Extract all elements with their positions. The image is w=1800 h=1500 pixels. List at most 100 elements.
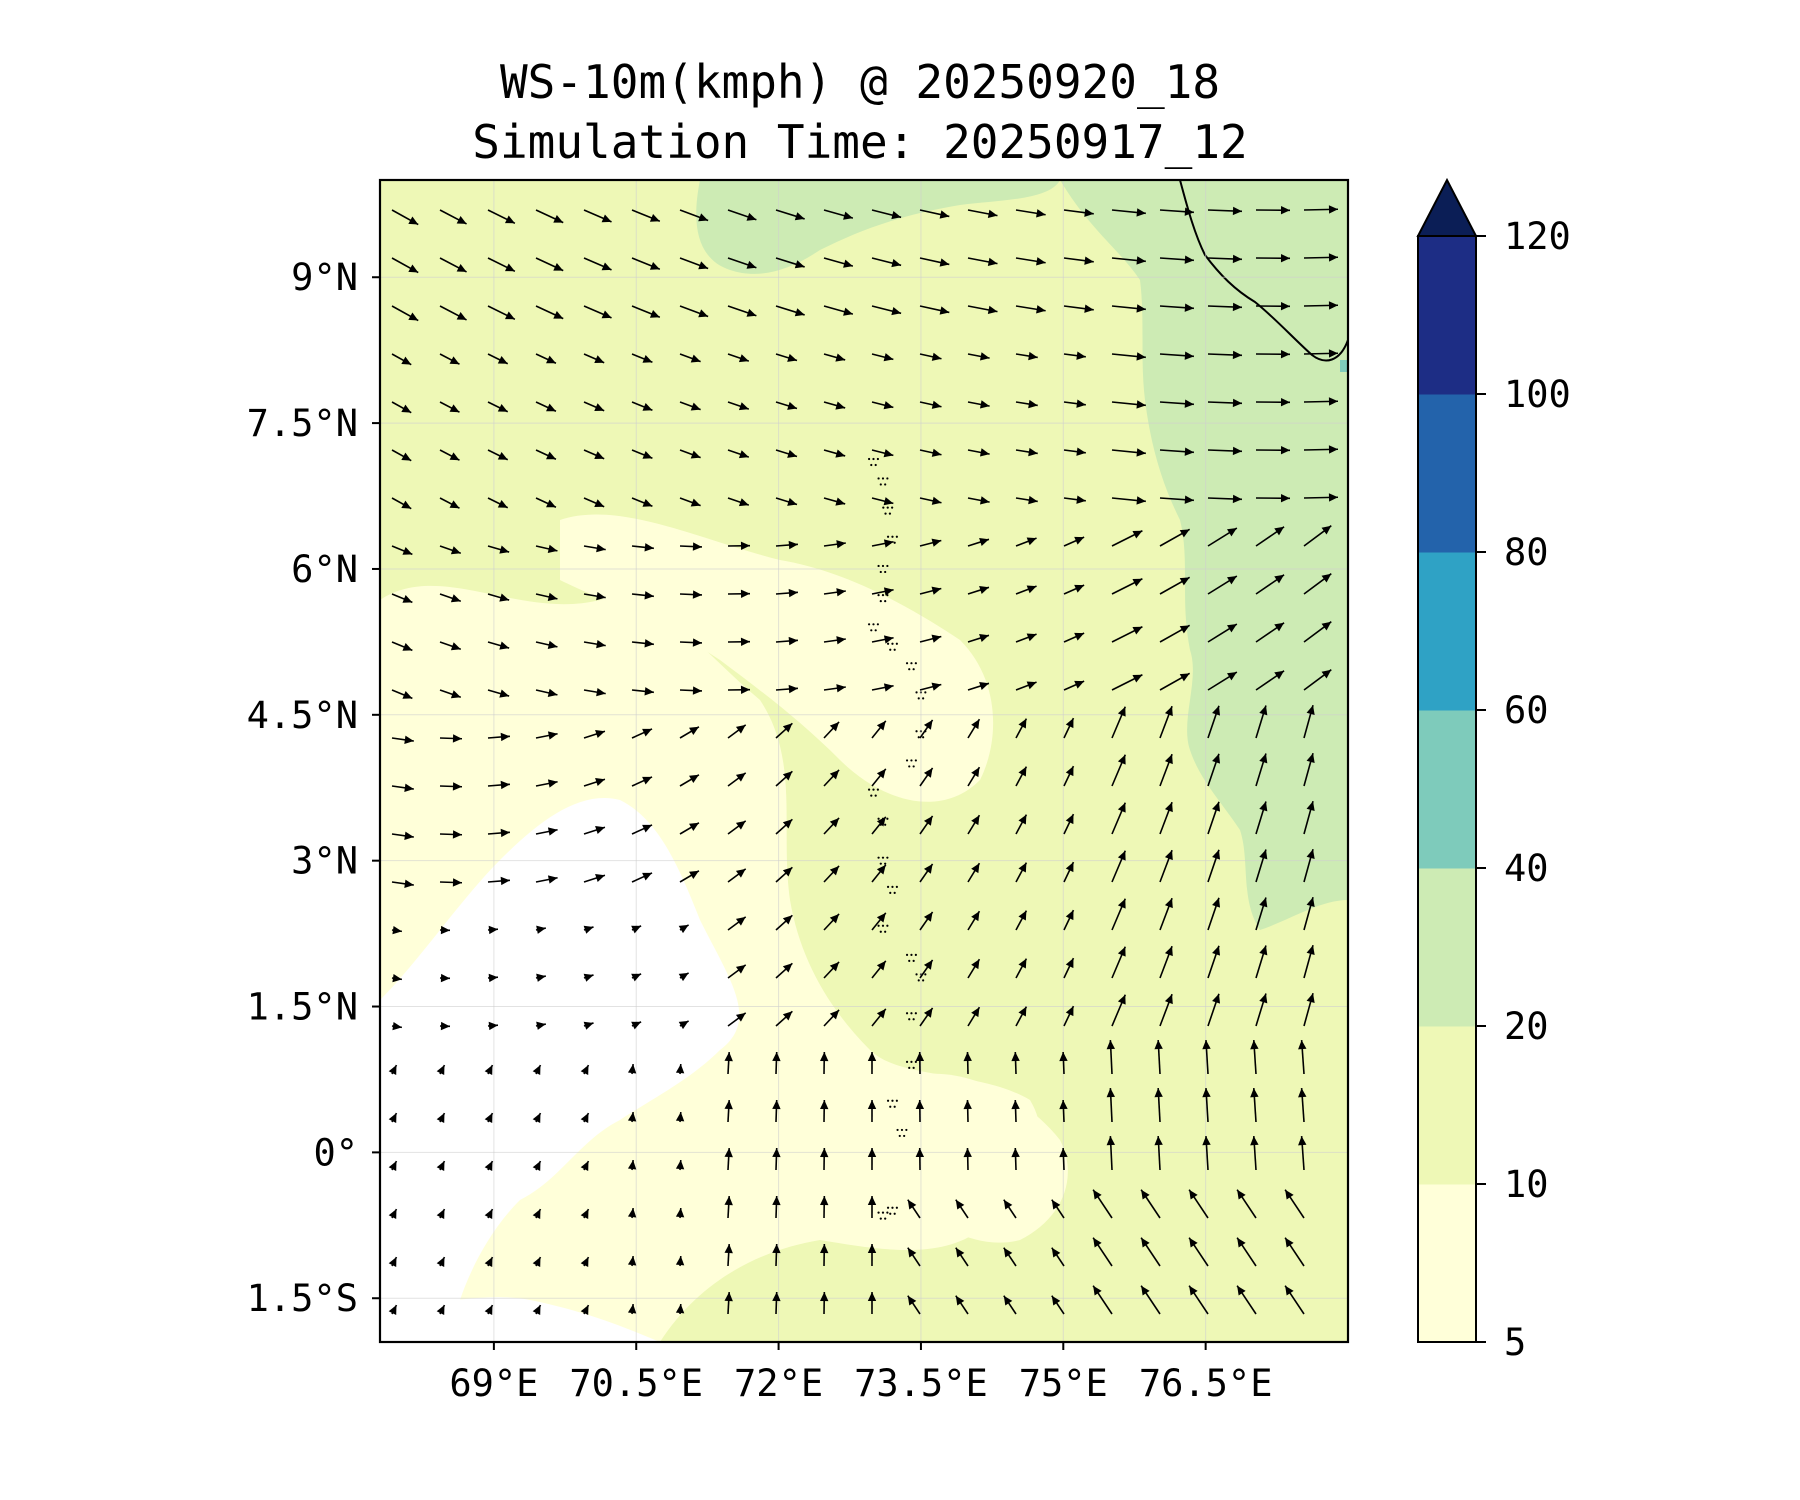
wind-arrow-head — [698, 261, 709, 270]
wind-arrow-head — [546, 499, 556, 508]
wind-arrow-head — [402, 643, 413, 651]
wind-arrow-head — [867, 1292, 877, 1302]
wind-arrow-head — [1076, 495, 1086, 504]
wind-arrow-head — [649, 261, 660, 270]
wind-arrow-head — [1036, 305, 1046, 314]
wind-arrow-head — [532, 1257, 541, 1267]
atoll-dot — [914, 662, 917, 665]
wind-arrow-head — [1018, 766, 1027, 777]
wind-arrow-head — [1136, 400, 1146, 409]
wind-arrow-head — [689, 726, 699, 735]
wind-arrow-head — [794, 212, 805, 221]
wind-arrow-head — [782, 771, 793, 781]
wind-arrow-head — [456, 216, 467, 224]
wind-arrow-head — [782, 915, 793, 925]
atoll-dot — [879, 570, 882, 574]
colorbar-tick-label: 20 — [1504, 1005, 1549, 1048]
wind-arrow-head — [642, 402, 653, 411]
wind-arrow-head — [627, 1256, 637, 1266]
wind-arrow-head — [601, 310, 612, 319]
wind-arrow-head — [1232, 302, 1242, 312]
wind-arrow-head — [883, 587, 894, 596]
wind-arrow-head — [488, 925, 498, 935]
wind-arrow-head — [631, 973, 642, 982]
wind-arrow-head — [547, 640, 558, 649]
wind-arrow-head — [1212, 945, 1221, 956]
wind-arrow-head — [835, 449, 846, 458]
wind-arrow-head — [1154, 1040, 1163, 1050]
wind-arrow-head — [594, 403, 605, 412]
wind-arrow-head — [1074, 632, 1085, 641]
wind-arrow-head — [724, 1292, 733, 1302]
wind-arrow-head — [1232, 350, 1242, 360]
wind-arrow-head — [1321, 525, 1332, 535]
wind-arrow-head — [876, 912, 886, 923]
wind-arrow-head — [1232, 206, 1242, 216]
wind-arrow-head — [1259, 897, 1268, 908]
wind-arrow-head — [1136, 208, 1146, 217]
wind-arrow-head — [1306, 897, 1315, 908]
atoll-dot — [910, 759, 913, 762]
wind-arrow-head — [735, 772, 746, 782]
atoll-dot — [914, 1012, 917, 1015]
wind-arrow-head — [907, 1295, 917, 1306]
colorbar-segment — [1418, 710, 1476, 869]
wind-arrow-head — [1298, 1088, 1307, 1098]
wind-arrow-head — [1074, 584, 1085, 593]
wind-arrow-head — [440, 1021, 450, 1031]
band-below-5 — [380, 798, 740, 1312]
atoll-dot — [912, 668, 915, 671]
wind-arrow-head — [1011, 1052, 1020, 1062]
wind-arrow-head — [724, 1100, 733, 1110]
wind-arrow-head — [876, 768, 886, 779]
lat-tick-label: 3°N — [291, 840, 358, 883]
wind-arrow-head — [627, 1160, 637, 1170]
atoll-dot — [881, 594, 885, 597]
wind-arrow-head — [580, 1305, 589, 1315]
wind-arrow-head — [456, 264, 467, 272]
wind-arrow-head — [1164, 754, 1173, 765]
wind-arrow-head — [1065, 910, 1074, 921]
wind-arrow-head — [1237, 1237, 1246, 1248]
atoll-dot — [886, 642, 890, 645]
wind-arrow-head — [408, 216, 419, 225]
lon-tick-label: 73.5°E — [854, 1362, 988, 1405]
colorbar-segment — [1418, 552, 1476, 711]
atoll-dot — [886, 1206, 890, 1209]
colorbar-tick-label: 5 — [1504, 1321, 1526, 1364]
wind-arrow-head — [547, 827, 558, 836]
wind-arrow-head — [738, 354, 749, 363]
wind-arrow-head — [402, 691, 413, 699]
band-20-40-east — [1060, 180, 1348, 930]
atoll-dot — [915, 730, 918, 733]
wind-arrow-head — [627, 1112, 637, 1122]
band-40-60-spot — [1340, 360, 1348, 372]
gridlines — [380, 180, 1348, 1342]
wind-arrow-head — [402, 595, 413, 603]
atoll-dot — [915, 973, 918, 976]
wind-arrow-head — [915, 1052, 925, 1062]
wind-arrow-head — [787, 401, 798, 410]
wind-arrow-head — [1028, 495, 1038, 505]
wind-arrow-head — [971, 815, 980, 826]
wind-arrow-head — [788, 684, 798, 694]
wind-arrow-head — [1018, 958, 1027, 969]
lon-tick-label: 72°E — [734, 1362, 823, 1405]
wind-arrow-head — [738, 450, 749, 459]
wind-arrow-head — [867, 1196, 877, 1206]
wind-arrow-head — [1117, 850, 1126, 861]
wind-arrow-head — [955, 1295, 965, 1306]
atoll-dot — [922, 736, 925, 739]
atoll-dot — [877, 817, 880, 820]
wind-arrow-head — [735, 820, 746, 830]
wind-arrow-head — [782, 963, 793, 973]
wind-arrow-head — [1117, 994, 1126, 1005]
wind-arrow-head — [876, 864, 886, 875]
wind-arrow-head — [449, 452, 460, 461]
wind-arrow-head — [1179, 673, 1190, 682]
wind-arrow-head — [1274, 670, 1285, 680]
map-frame — [378, 178, 1350, 1344]
wind-arrow-head — [876, 816, 886, 827]
atoll-dot — [888, 512, 892, 515]
wind-arrow-head — [1093, 1285, 1102, 1296]
